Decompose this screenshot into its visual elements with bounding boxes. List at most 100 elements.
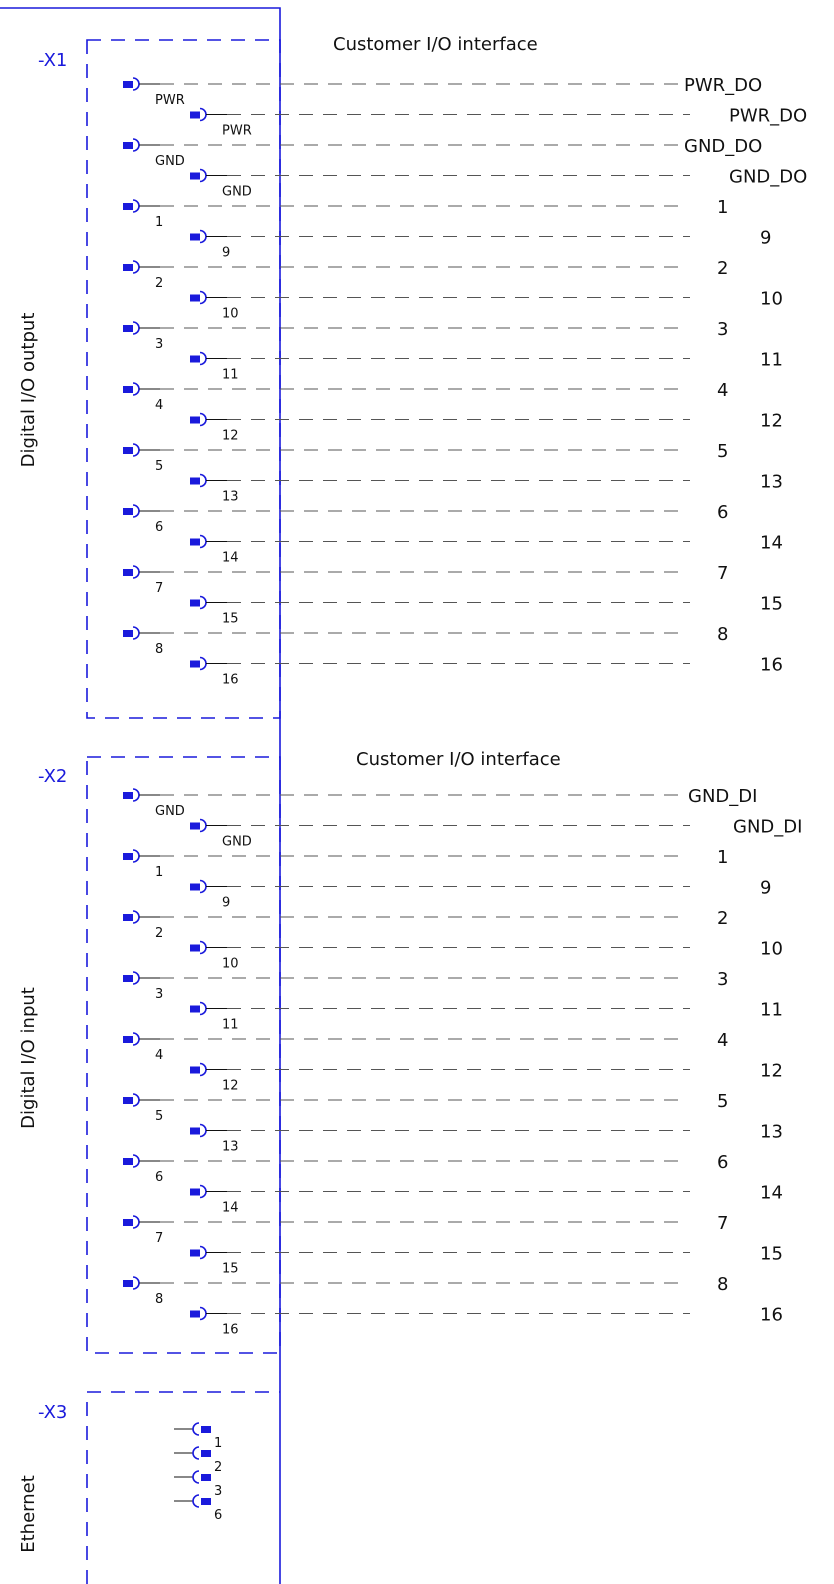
- terminal-label: 12: [760, 1061, 783, 1082]
- x2-rows: GNDGND_DIGNDGND_DI1199221010331111441212…: [123, 786, 802, 1338]
- terminal-label: 11: [760, 1000, 783, 1021]
- plug-icon: [123, 321, 140, 335]
- pin-label: 9: [222, 246, 230, 261]
- terminal-label: PWR_DO: [729, 106, 807, 127]
- terminal-label: 2: [717, 258, 728, 279]
- plug-icon: [123, 77, 140, 91]
- connector-row: 10 10: [190, 289, 783, 322]
- plug-icon: [190, 168, 207, 183]
- plug-icon: [190, 229, 207, 244]
- x2-tag: -X2: [38, 766, 67, 787]
- connector-row: GND GND_DI: [123, 786, 757, 819]
- ethernet-pin-label: 1: [214, 1436, 222, 1451]
- pin-label: 5: [155, 1109, 163, 1124]
- terminal-label: GND_DI: [688, 786, 757, 807]
- pin-label: 7: [155, 581, 163, 596]
- pin-label: 16: [222, 1323, 239, 1338]
- ethernet-pin-label: 3: [214, 1484, 222, 1499]
- pin-label: 8: [155, 642, 163, 657]
- terminal-label: 9: [760, 878, 771, 899]
- connector-row: 88: [123, 1274, 728, 1307]
- plug-icon: [123, 1215, 140, 1229]
- terminal-label: 11: [760, 350, 783, 371]
- x3-pins: 1 2 3 6: [174, 1422, 222, 1523]
- connector-row: 13 13: [190, 472, 783, 505]
- plug-icon: [123, 443, 140, 457]
- terminal-label: 15: [760, 1244, 783, 1265]
- x1-terminal-box: [86, 39, 281, 719]
- pin-label: 3: [155, 337, 163, 352]
- plug-icon: [190, 351, 207, 366]
- plug-icon: [190, 818, 207, 833]
- cabinet-frame: [0, 7, 281, 1584]
- x3-terminal-box: [86, 1391, 280, 1584]
- jack-icon: [192, 1422, 211, 1436]
- plug-icon: [190, 879, 207, 894]
- ethernet-pin-label: 2: [214, 1460, 222, 1475]
- plug-icon: [123, 199, 140, 213]
- cabinet-frame-outline: [0, 7, 281, 1584]
- pin-label: 2: [155, 926, 163, 941]
- terminal-label: 14: [760, 533, 783, 554]
- pin-label: 3: [155, 987, 163, 1002]
- connector-row: 44: [123, 1030, 728, 1063]
- connector-row: 11: [123, 197, 728, 230]
- connector-row: 11: [123, 847, 728, 880]
- pin-label: 16: [222, 673, 239, 688]
- connector-row: GND GND_DO: [190, 167, 807, 200]
- pin-label: 14: [222, 551, 239, 566]
- section-x3: -X3 Ethernet 1 2 3 6: [18, 1391, 280, 1584]
- connector-row: 33: [123, 969, 728, 1002]
- plug-icon: [190, 534, 207, 549]
- plug-icon: [190, 1245, 207, 1260]
- pin-label: 5: [155, 459, 163, 474]
- pin-label: 10: [222, 957, 239, 972]
- x1-tag: -X1: [38, 50, 67, 71]
- terminal-label: 12: [760, 411, 783, 432]
- pin-label: GND: [222, 835, 252, 850]
- plug-icon: [190, 473, 207, 488]
- pin-label: 12: [222, 1079, 239, 1094]
- plug-icon: [190, 1001, 207, 1016]
- terminal-label: 14: [760, 1183, 783, 1204]
- pin-label: 11: [222, 1018, 239, 1033]
- terminal-label: 5: [717, 441, 728, 462]
- connector-row: 44: [123, 380, 728, 413]
- pin-label: 13: [222, 490, 239, 505]
- connector-row: 66: [123, 1152, 728, 1185]
- pin-label: 7: [155, 1231, 163, 1246]
- ethernet-pin: 6: [174, 1494, 222, 1523]
- pin-label: PWR: [222, 124, 252, 139]
- terminal-label: GND_DI: [733, 817, 802, 838]
- connector-row: GND GND_DO: [123, 136, 762, 169]
- plug-icon: [123, 382, 140, 396]
- jack-icon: [192, 1470, 211, 1484]
- plug-icon: [123, 260, 140, 274]
- terminal-label: 1: [717, 197, 728, 218]
- plug-icon: [190, 107, 207, 122]
- plug-icon: [123, 138, 140, 152]
- x2-interface-header: Customer I/O interface: [356, 749, 561, 770]
- plug-icon: [123, 1154, 140, 1168]
- x3-side-label: Ethernet: [18, 1475, 39, 1553]
- connector-row: 66: [123, 502, 728, 535]
- terminal-label: 16: [760, 655, 783, 676]
- connector-row: 12 12: [190, 411, 783, 444]
- terminal-label: PWR_DO: [684, 75, 762, 96]
- connector-row: 11 11: [190, 1000, 783, 1033]
- connector-row: 99: [190, 878, 771, 911]
- plug-icon: [190, 1306, 207, 1321]
- plug-icon: [123, 971, 140, 985]
- terminal-label: 10: [760, 939, 783, 960]
- connector-row: PWR PWR_DO: [190, 106, 807, 139]
- terminal-label: 1: [717, 847, 728, 868]
- plug-icon: [123, 849, 140, 863]
- terminal-label: 8: [717, 624, 728, 645]
- pin-label: 13: [222, 1140, 239, 1155]
- pin-label: 8: [155, 1292, 163, 1307]
- connector-row: 33: [123, 319, 728, 352]
- pin-label: 4: [155, 1048, 163, 1063]
- pin-label: 12: [222, 429, 239, 444]
- pin-label: 2: [155, 276, 163, 291]
